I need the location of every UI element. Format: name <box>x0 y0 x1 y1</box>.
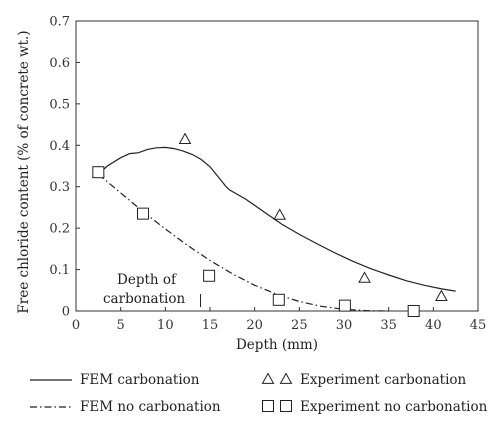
marker-layer <box>91 132 448 317</box>
y-tick-label: 0.3 <box>49 180 70 195</box>
plot-frame <box>75 20 479 312</box>
triangle-point <box>178 132 192 144</box>
legend: FEM carbonation FEM no carbonation Experim… <box>30 372 488 415</box>
axis-ticks: 0 5 10 15 20 25 30 35 40 45 0 0.1 0.2 0.3 0.4 0.5 0.6 0.7 <box>49 15 486 334</box>
x-tick-label: 15 <box>202 318 219 333</box>
square-point <box>137 207 149 220</box>
y-tick-label: 0.4 <box>49 139 70 154</box>
legend-label: Experiment carbonation <box>300 372 467 388</box>
legend-label: FEM carbonation <box>80 372 200 388</box>
x-axis-title: Depth (mm) <box>236 337 318 353</box>
x-tick-label: 25 <box>291 318 308 333</box>
x-tick-label: 35 <box>380 318 397 333</box>
x-tick-label: 0 <box>72 318 80 333</box>
triangle-point <box>358 271 371 283</box>
x-tick-label: 45 <box>470 318 487 333</box>
square-point <box>92 166 105 179</box>
y-tick-label: 0.1 <box>49 263 70 278</box>
y-tick-label: 0.2 <box>49 222 70 237</box>
y-tick-label: 0.5 <box>49 97 70 112</box>
triangle-point <box>435 289 448 301</box>
x-tick-label: 10 <box>157 318 174 333</box>
carbonation-annotation: Depth of carbonation <box>103 272 202 307</box>
x-tick-label: 30 <box>336 318 353 333</box>
legend-marker-swatch <box>261 372 275 384</box>
y-tick-label: 0 <box>62 305 70 320</box>
legend-label: Experiment no carbonation <box>300 399 488 415</box>
annotation-text-line-2: carbonation <box>103 291 185 307</box>
square-point <box>272 293 285 306</box>
legend-marker-swatch <box>279 372 293 384</box>
square-point <box>407 305 420 317</box>
square-point <box>338 299 351 312</box>
legend-marker-swatch <box>280 400 292 412</box>
y-tick-label: 0.7 <box>49 15 70 30</box>
series-line-fem-carbonation <box>97 146 456 292</box>
legend-label: FEM no carbonation <box>80 399 221 415</box>
x-tick-label: 5 <box>117 318 125 333</box>
square-point <box>203 269 216 282</box>
x-tick-label: 40 <box>425 318 442 333</box>
triangle-point <box>273 208 287 220</box>
x-tick-label: 20 <box>246 318 263 333</box>
annotation-text-line-1: Depth of <box>117 272 177 288</box>
y-tick-label: 0.6 <box>49 56 70 71</box>
plot-border <box>75 20 479 312</box>
legend-marker-swatch <box>262 400 274 412</box>
y-axis-title: Free chloride content (% of concrete wt.… <box>16 30 32 313</box>
